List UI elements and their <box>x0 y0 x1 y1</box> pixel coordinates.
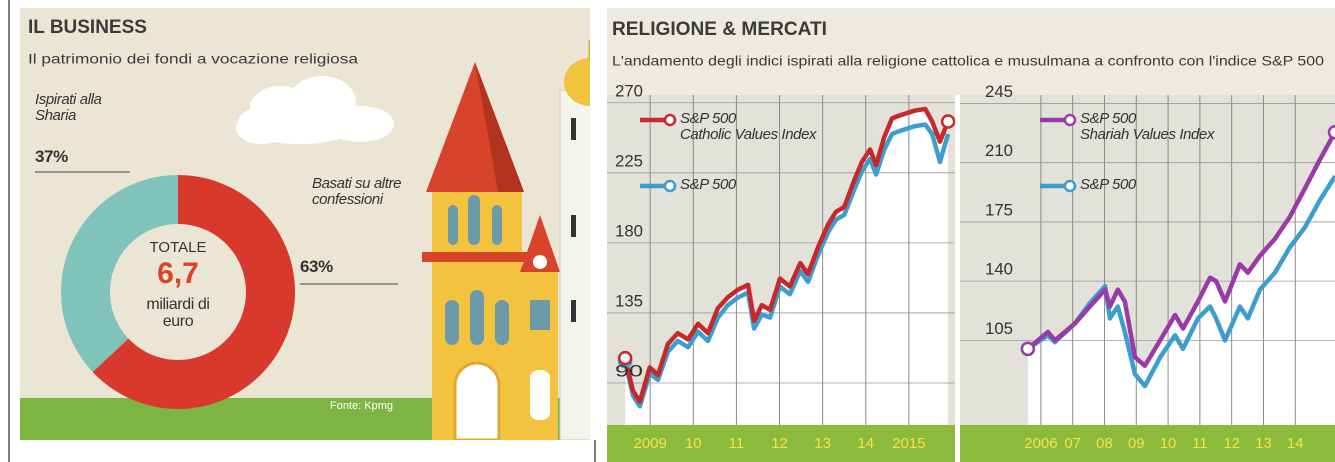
x-tick-label: 14 <box>857 435 874 452</box>
legend-label: S&P 500 Catholic Values Index <box>680 111 816 143</box>
panel-subtitle: Il patrimonio dei fondi a vocazione reli… <box>28 51 358 67</box>
panel-subtitle: L'andamento degli indici ispirati alla r… <box>612 53 1324 69</box>
x-tick-label: 13 <box>814 435 831 452</box>
y-tick-label: 210 <box>985 141 1013 160</box>
value-label: 63% <box>300 258 333 276</box>
y-tick-label: 175 <box>985 200 1013 219</box>
x-tick-label: 07 <box>1064 435 1081 452</box>
infographic: IL BUSINESS Il patrimonio dei fondi a vo… <box>0 0 1335 462</box>
x-tick-label: 09 <box>1128 435 1145 452</box>
y-tick-label: 135 <box>615 291 643 310</box>
y-tick-label: 245 <box>985 82 1013 101</box>
endpoint-marker <box>1329 126 1335 138</box>
y-tick-label: 105 <box>985 319 1013 338</box>
x-tick-label: 12 <box>771 435 788 452</box>
plot <box>960 95 1335 425</box>
x-tick-label: 12 <box>1223 435 1240 452</box>
x-tick-label: 13 <box>1255 435 1272 452</box>
axis-band <box>960 425 1335 462</box>
total-unit: miliardi di euro <box>133 297 223 331</box>
value-label: 37% <box>35 148 68 166</box>
legend-label: S&P 500 <box>680 177 736 193</box>
y-tick-label: 225 <box>615 151 643 170</box>
separator <box>955 95 960 462</box>
panel-title: IL BUSINESS <box>28 17 147 38</box>
plot <box>607 95 955 425</box>
endpoint-marker <box>942 115 954 127</box>
x-tick-label: 2009 <box>633 435 666 452</box>
legend-marker <box>1065 115 1075 125</box>
center-label: TOTALE <box>150 239 207 256</box>
endpoint-marker <box>1022 343 1034 355</box>
x-tick-label: 2006 <box>1024 435 1057 452</box>
legend-marker <box>665 115 675 125</box>
x-tick-label: 08 <box>1096 435 1113 452</box>
y-tick-label: 90 <box>615 361 643 380</box>
x-tick-label: 2015 <box>892 435 925 452</box>
legend-marker <box>665 181 675 191</box>
x-tick-label: 10 <box>685 435 702 452</box>
total-value: 6,7 <box>157 257 199 290</box>
x-tick-label: 11 <box>1192 435 1208 452</box>
source: Fonte: Kpmg <box>330 400 393 412</box>
y-tick-label: 140 <box>985 260 1013 279</box>
x-tick-label: 14 <box>1287 435 1304 452</box>
category-label: Ispirati alla Sharia <box>35 92 130 124</box>
y-tick-label: 180 <box>615 221 643 240</box>
category-label: Basati su altre confessioni <box>312 176 417 208</box>
panel-title: RELIGIONE & MERCATI <box>612 19 827 40</box>
x-tick-label: 10 <box>1160 435 1177 452</box>
legend-label: S&P 500 Shariah Values Index <box>1080 111 1214 143</box>
y-tick-label: 270 <box>615 81 643 100</box>
x-tick-label: 11 <box>729 435 745 452</box>
legend-marker <box>1065 181 1075 191</box>
page: IL BUSINESS Il patrimonio dei fondi a vo… <box>0 0 1335 462</box>
legend-label: S&P 500 <box>1080 177 1136 193</box>
